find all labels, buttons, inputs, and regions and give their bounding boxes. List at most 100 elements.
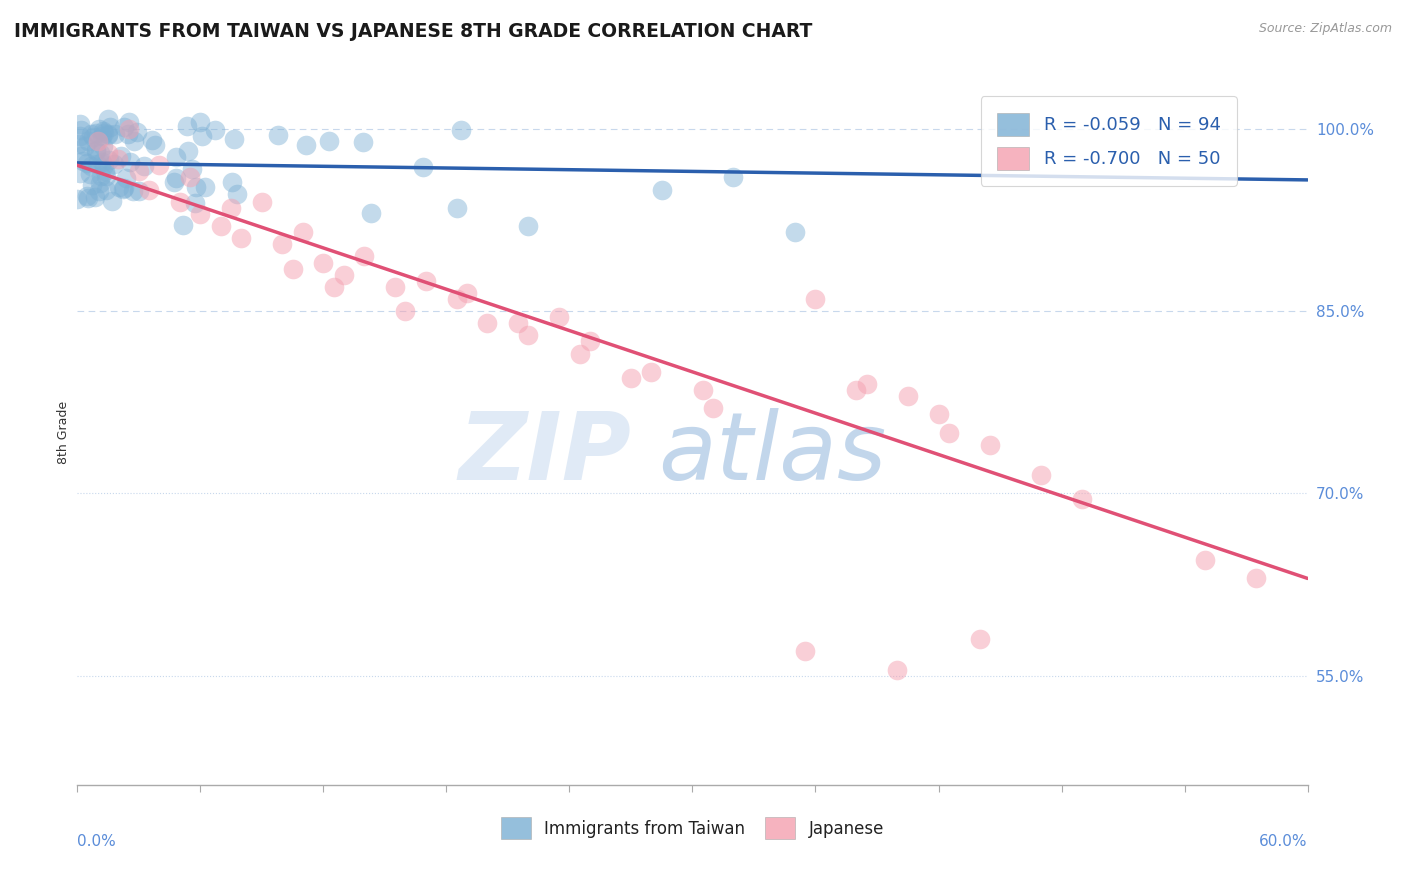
Point bbox=[165, 171, 187, 186]
Point bbox=[76, 189, 98, 203]
Point bbox=[80, 127, 103, 141]
Point bbox=[86, 156, 108, 170]
Point bbox=[103, 157, 125, 171]
Point bbox=[226, 186, 249, 201]
Point bbox=[76, 155, 98, 169]
Point bbox=[412, 160, 434, 174]
Point bbox=[209, 219, 232, 233]
Point bbox=[91, 128, 114, 143]
Point bbox=[104, 127, 127, 141]
Point bbox=[353, 250, 375, 264]
Point bbox=[82, 178, 104, 192]
Point bbox=[979, 438, 1001, 452]
Point bbox=[97, 112, 120, 126]
Point bbox=[98, 153, 121, 168]
Point bbox=[477, 316, 499, 330]
Point bbox=[111, 182, 134, 196]
Point bbox=[184, 195, 207, 210]
Point bbox=[267, 128, 290, 142]
Point bbox=[79, 167, 101, 181]
Point bbox=[72, 154, 94, 169]
Point bbox=[508, 316, 530, 330]
Point bbox=[107, 153, 129, 167]
Point bbox=[969, 632, 991, 647]
Point bbox=[86, 126, 108, 140]
Point bbox=[221, 174, 243, 188]
Point bbox=[122, 134, 145, 148]
Point bbox=[360, 206, 382, 220]
Point bbox=[84, 144, 107, 158]
Point bbox=[77, 134, 100, 148]
Point bbox=[855, 377, 877, 392]
Point bbox=[291, 225, 314, 239]
Point bbox=[548, 310, 571, 325]
Point bbox=[219, 201, 242, 215]
Point bbox=[128, 164, 150, 178]
Point bbox=[82, 130, 104, 145]
Point bbox=[89, 145, 111, 160]
Point bbox=[384, 280, 406, 294]
Point bbox=[97, 128, 120, 143]
Point bbox=[163, 175, 186, 189]
Point bbox=[91, 138, 114, 153]
Point bbox=[90, 169, 112, 183]
Point bbox=[450, 122, 472, 136]
Point bbox=[94, 164, 117, 178]
Point bbox=[231, 231, 253, 245]
Point bbox=[1194, 553, 1216, 567]
Point bbox=[886, 663, 908, 677]
Point bbox=[723, 170, 745, 185]
Point bbox=[446, 201, 468, 215]
Point bbox=[89, 121, 111, 136]
Point bbox=[84, 143, 107, 157]
Text: Source: ZipAtlas.com: Source: ZipAtlas.com bbox=[1258, 22, 1392, 36]
Point bbox=[112, 180, 135, 194]
Point bbox=[69, 118, 91, 132]
Point bbox=[702, 401, 724, 416]
Text: atlas: atlas bbox=[658, 409, 887, 500]
Point bbox=[69, 165, 91, 179]
Point bbox=[121, 184, 143, 198]
Point bbox=[1246, 571, 1268, 585]
Point bbox=[67, 137, 90, 152]
Point bbox=[322, 280, 344, 294]
Text: IMMIGRANTS FROM TAIWAN VS JAPANESE 8TH GRADE CORRELATION CHART: IMMIGRANTS FROM TAIWAN VS JAPANESE 8TH G… bbox=[14, 22, 813, 41]
Point bbox=[93, 126, 115, 140]
Point bbox=[98, 120, 121, 135]
Point bbox=[222, 131, 245, 145]
Point bbox=[89, 176, 111, 190]
Point bbox=[204, 123, 226, 137]
Point bbox=[143, 138, 166, 153]
Point bbox=[692, 383, 714, 397]
Point bbox=[188, 207, 212, 221]
Point bbox=[165, 150, 187, 164]
Text: 60.0%: 60.0% bbox=[1260, 834, 1308, 849]
Point bbox=[172, 218, 194, 232]
Point bbox=[179, 170, 201, 185]
Point bbox=[295, 138, 318, 153]
Point bbox=[517, 219, 540, 233]
Point bbox=[312, 255, 335, 269]
Point bbox=[110, 149, 132, 163]
Point bbox=[456, 285, 478, 300]
Point bbox=[640, 365, 662, 379]
Point bbox=[66, 192, 89, 206]
Point bbox=[101, 194, 124, 209]
Point bbox=[84, 190, 107, 204]
Point bbox=[77, 191, 100, 205]
Point bbox=[79, 159, 101, 173]
Point bbox=[70, 149, 93, 163]
Point bbox=[148, 158, 170, 172]
Point bbox=[250, 194, 273, 209]
Point bbox=[352, 135, 374, 149]
Point bbox=[118, 155, 141, 169]
Point bbox=[118, 114, 141, 128]
Point bbox=[75, 138, 97, 153]
Point bbox=[89, 184, 111, 198]
Point bbox=[394, 304, 416, 318]
Point bbox=[1071, 492, 1094, 507]
Point bbox=[87, 134, 110, 148]
Point bbox=[568, 346, 591, 360]
Point bbox=[186, 180, 208, 194]
Point bbox=[94, 183, 117, 197]
